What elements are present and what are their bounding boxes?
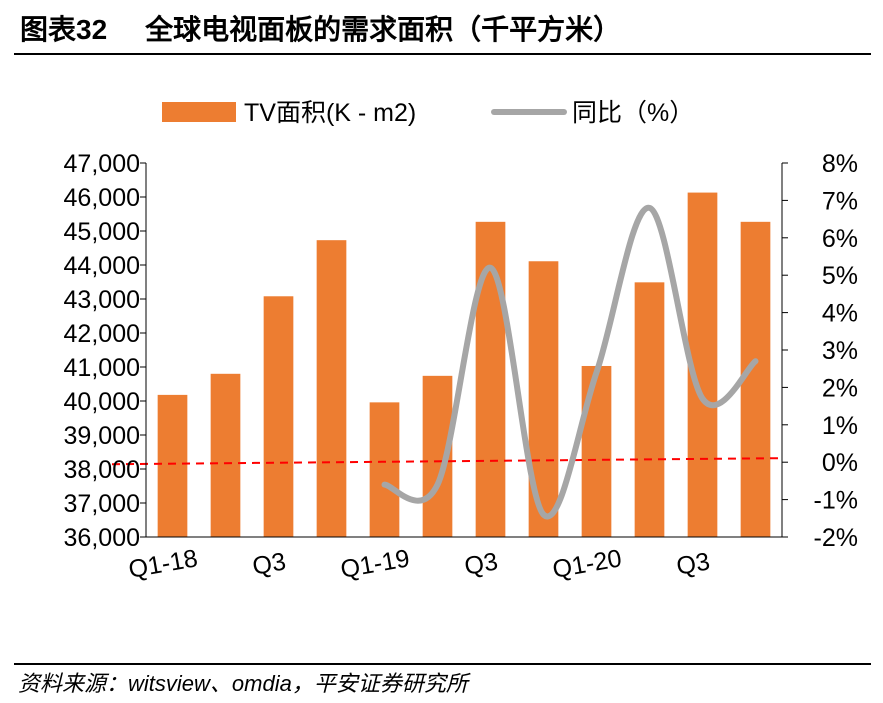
y-right-tick-label: -1% <box>814 487 858 515</box>
legend-bar-swatch <box>162 102 236 122</box>
source-note: 资料来源：witsview、omdia，平安证券研究所 <box>18 671 468 696</box>
y-left-tick-label: 41,000 <box>64 354 140 382</box>
x-tick-label: Q3 <box>250 547 288 580</box>
yoy-point-q1-20 <box>595 371 598 374</box>
y-right-tick-label: 7% <box>822 187 858 215</box>
figure-title-text: 全球电视面板的需求面积（千平方米） <box>145 14 622 45</box>
title-rule <box>14 53 871 55</box>
bar-q4-20 <box>740 221 771 537</box>
bar-q1-20 <box>581 365 612 537</box>
y-right-tick-label: 1% <box>822 412 858 440</box>
x-tick-label: Q1-20 <box>550 544 623 584</box>
y-left-tick-label: 38,000 <box>64 456 140 484</box>
figure-label: 图表32 <box>20 14 108 45</box>
yoy-line <box>381 204 759 520</box>
x-tick-label: Q1-19 <box>338 544 411 584</box>
bar-q2-20 <box>634 282 665 537</box>
legend-bar-label: TV面积(K - m2) <box>244 99 416 127</box>
y-left-tick-label: 43,000 <box>64 286 140 314</box>
y-right-tick-label: 2% <box>822 374 858 402</box>
yoy-point-q3-19 <box>489 266 492 269</box>
y-left-tick-label: 44,000 <box>64 252 140 280</box>
bar-q1-18 <box>157 394 188 537</box>
y-right-tick-label: 3% <box>822 337 858 365</box>
x-tick-label: Q3 <box>462 547 500 580</box>
y-left-tick-label: 40,000 <box>64 388 140 416</box>
y-left-tick-label: 46,000 <box>64 184 140 212</box>
yoy-point-q3-20 <box>701 397 704 400</box>
bar-q3-18 <box>263 296 294 537</box>
y-left-tick-label: 39,000 <box>64 422 140 450</box>
yoy-point-q4-19 <box>542 513 545 516</box>
y-left-tick-label: 36,000 <box>64 524 140 552</box>
yoy-point-q1-19 <box>383 483 386 486</box>
yoy-point-q2-20 <box>648 206 651 209</box>
y-right-tick-label: 0% <box>822 449 858 477</box>
y-left-tick-label: 45,000 <box>64 218 140 246</box>
x-tick-label: Q3 <box>674 547 712 580</box>
figure-title: 图表32 全球电视面板的需求面积（千平方米） <box>20 10 621 50</box>
yoy-point-q2-19 <box>436 483 439 486</box>
source-rule <box>14 663 871 665</box>
y-right-tick-label: 6% <box>822 225 858 253</box>
y-left-tick-label: 47,000 <box>64 150 140 178</box>
bar-q1-19 <box>369 402 400 537</box>
y-left-tick-label: 42,000 <box>64 320 140 348</box>
y-left-tick-label: 37,000 <box>64 490 140 518</box>
legend-line-label: 同比（%） <box>572 99 694 127</box>
y-right-tick-label: 5% <box>822 262 858 290</box>
bar-q4-18 <box>316 240 347 537</box>
y-right-tick-label: -2% <box>814 524 858 552</box>
bar-q2-18 <box>210 373 241 537</box>
y-right-tick-label: 8% <box>822 150 858 178</box>
y-right-tick-label: 4% <box>822 300 858 328</box>
yoy-point-q4-20 <box>754 360 757 363</box>
